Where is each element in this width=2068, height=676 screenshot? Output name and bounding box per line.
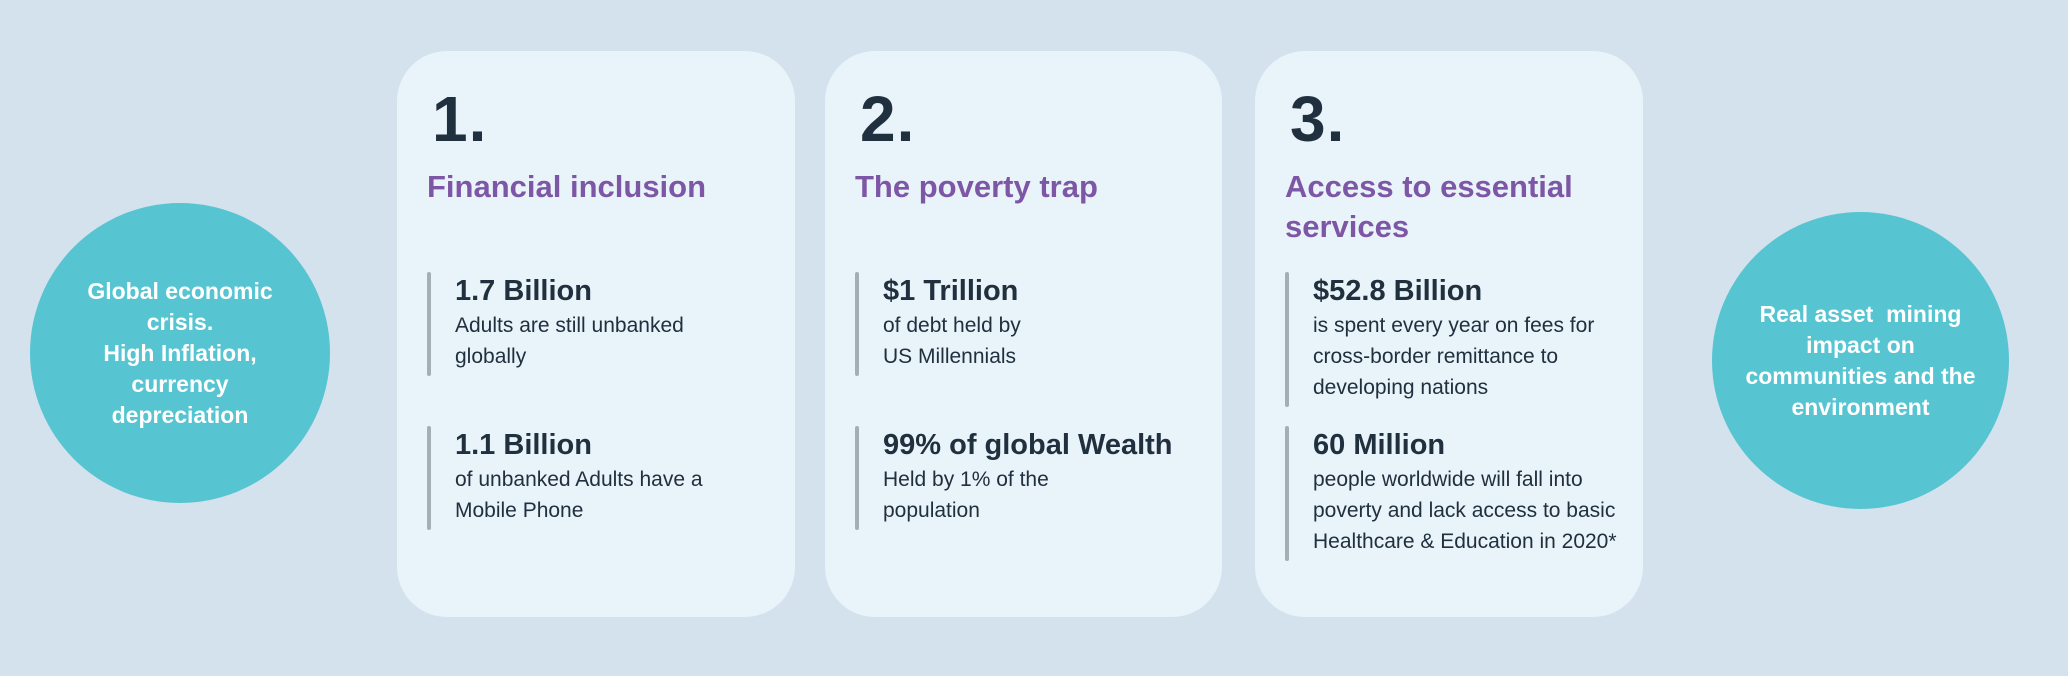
left-circle: Global economic crisis. High Inflation, …	[30, 203, 330, 503]
stat-item: 99% of global Wealth Held by 1% of the p…	[855, 426, 1198, 530]
card-title: Financial inclusion	[427, 169, 707, 204]
stat-description: people worldwide will fall into poverty …	[1313, 468, 1617, 553]
card-title: Access to essential services	[1285, 169, 1573, 244]
right-circle-text: Real asset mining impact on communities …	[1745, 300, 1976, 420]
card-number: 1.	[432, 83, 488, 155]
stat-value: 99% of global Wealth	[883, 429, 1173, 461]
stat-accent-bar	[1285, 272, 1289, 407]
stat-accent-bar	[427, 426, 431, 530]
stat-accent-bar	[855, 272, 859, 376]
card-access-essential-services: 3. Access to essential services $52.8 Bi…	[1255, 51, 1643, 617]
stat-item: 60 Million people worldwide will fall in…	[1285, 426, 1619, 561]
stat-description: of debt held by US Millennials	[883, 314, 1021, 368]
card-poverty-trap: 2. The poverty trap $1 Trillion of debt …	[825, 51, 1222, 617]
stat-item: $1 Trillion of debt held by US Millennia…	[855, 272, 1198, 376]
card-number: 2.	[860, 83, 916, 155]
stat-accent-bar	[855, 426, 859, 530]
stat-accent-bar	[427, 272, 431, 376]
stat-description: Adults are still unbanked globally	[455, 314, 684, 368]
stat-description: Held by 1% of the population	[883, 468, 1049, 522]
card-financial-inclusion: 1. Financial inclusion 1.7 Billion Adult…	[397, 51, 795, 617]
stat-value: $52.8 Billion	[1313, 275, 1483, 307]
left-circle-text: Global economic crisis. High Inflation, …	[87, 277, 273, 428]
stat-value: 1.1 Billion	[455, 429, 592, 461]
card-title: The poverty trap	[855, 169, 1098, 204]
stat-value: 60 Million	[1313, 429, 1446, 461]
card-number: 3.	[1290, 83, 1346, 155]
stat-item: $52.8 Billion is spent every year on fee…	[1285, 272, 1619, 407]
stat-description: of unbanked Adults have a Mobile Phone	[455, 468, 703, 522]
stat-value: 1.7 Billion	[455, 275, 592, 307]
stat-accent-bar	[1285, 426, 1289, 561]
right-circle: Real asset mining impact on communities …	[1712, 212, 2009, 509]
stat-description: is spent every year on fees for cross-bo…	[1313, 314, 1595, 399]
stat-item: 1.1 Billion of unbanked Adults have a Mo…	[427, 426, 771, 530]
stat-item: 1.7 Billion Adults are still unbanked gl…	[427, 272, 771, 376]
stat-value: $1 Trillion	[883, 275, 1019, 307]
